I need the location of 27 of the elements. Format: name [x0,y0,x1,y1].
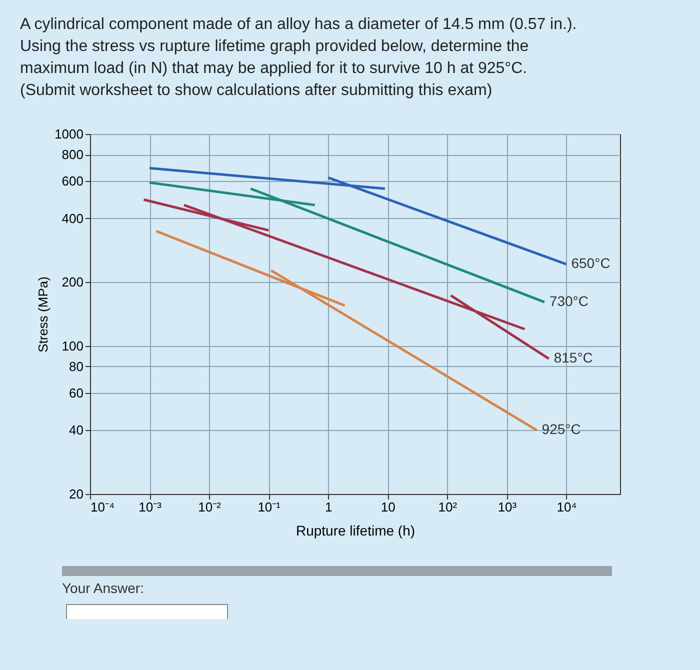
x-tick-label: 10 [380,500,396,514]
y-tick-label: 1000 [54,126,84,142]
series-label: 730°C [549,293,588,310]
series-label: 925°C [542,421,581,438]
y-tick-label: 400 [62,210,84,226]
x-tick-label: 10⁻² [198,500,222,514]
y-axis-title: Stress (MPa) [36,276,51,352]
y-tick-label: 600 [62,174,84,189]
x-tick-label: 10⁻⁴ [90,500,115,514]
x-tick-label: 10⁻¹ [258,500,282,514]
y-tick-label: 60 [69,385,84,400]
x-tick-label: 1 [325,500,332,514]
y-tick-label: 800 [62,147,84,162]
x-tick-label: 10² [438,500,458,514]
chart-title: A cylindrical component made of an alloy has a diameter of 14.5 mm (0.57 in.). Using the stress vs rupture lifetime graph provided below, determine the maximum load (in N) that may be applied for it to survive 10 h at 925°C. (Submit worksheet to show calculations after submitting this exam) [20,16,577,99]
x-tick-label: 10³ [498,500,518,514]
x-axis-title: Rupture lifetime (h) [296,522,416,538]
x-tick-label: 10⁴ [556,500,577,514]
series-label: 650°C [571,255,610,272]
y-tick-label: 200 [62,274,84,290]
y-tick-label: 40 [69,422,84,438]
y-tick-label: 100 [62,338,84,354]
y-tick-label: 80 [69,358,84,374]
y-tick-label: 20 [69,486,84,502]
x-tick-label: 10⁻³ [138,500,162,514]
series-label: 815°C [554,350,593,366]
text: Your Answer: [62,580,145,596]
